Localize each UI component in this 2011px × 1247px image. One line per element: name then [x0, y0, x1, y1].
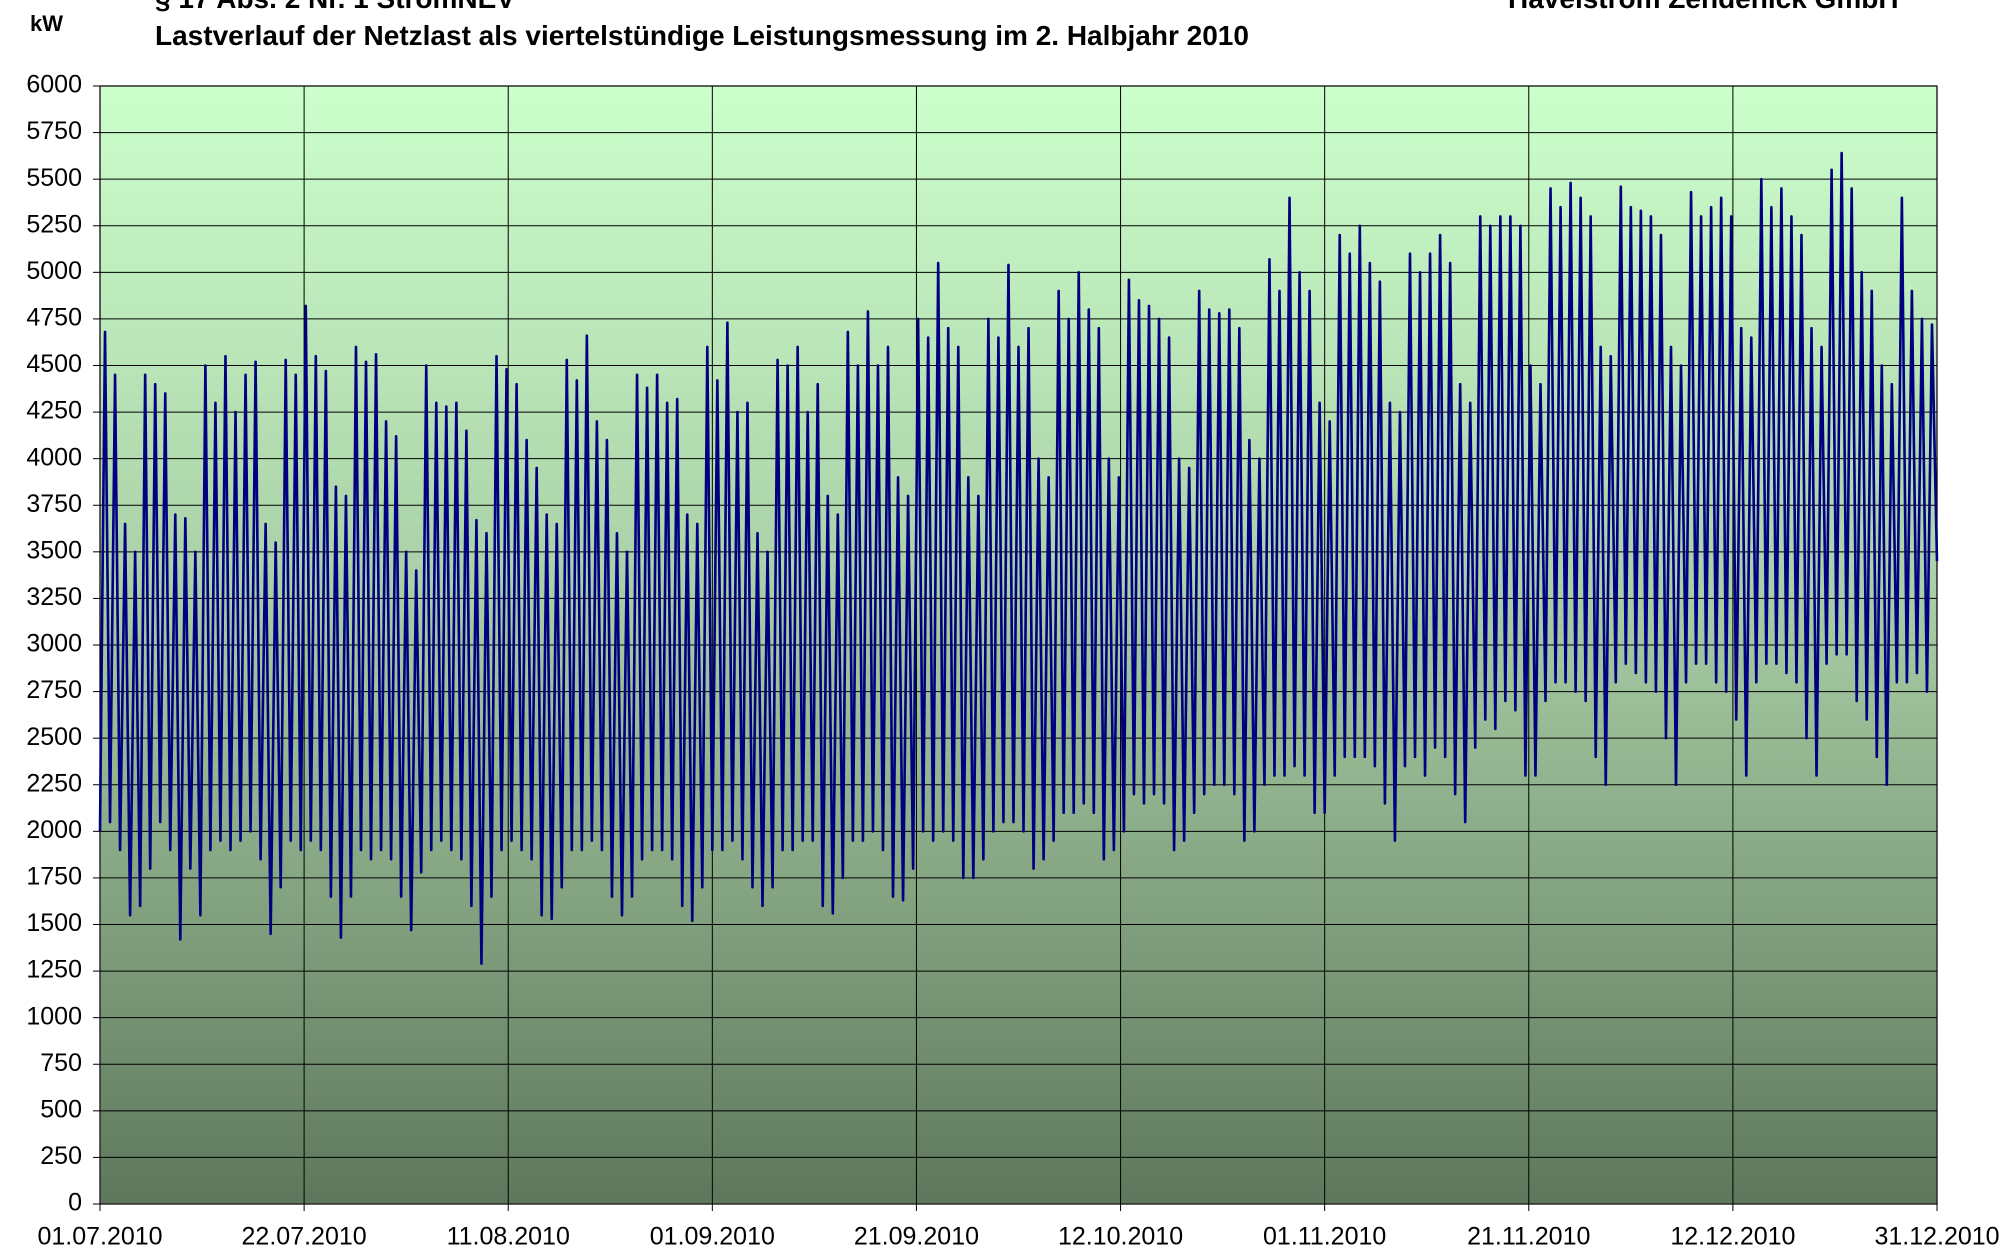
- x-tick-label: 01.09.2010: [650, 1223, 775, 1247]
- x-tick-label: 01.11.2010: [1263, 1223, 1386, 1247]
- y-tick-label: 5750: [26, 117, 82, 145]
- y-tick-label: 3000: [26, 630, 82, 658]
- x-tick-label: 21.09.2010: [854, 1223, 979, 1247]
- y-tick-label: 4500: [26, 350, 82, 378]
- y-tick-label: 4250: [26, 397, 82, 425]
- x-tick-label: 22.07.2010: [242, 1223, 367, 1247]
- y-tick-label: 0: [68, 1189, 82, 1217]
- y-tick-label: 1500: [26, 909, 82, 937]
- y-tick-label: 2500: [26, 723, 82, 751]
- y-tick-label: 5500: [26, 164, 82, 192]
- x-tick-label: 31.12.2010: [1874, 1223, 1999, 1247]
- company: Havelstrom Zehdenick GmbH: [1508, 0, 1899, 14]
- y-tick-label: 250: [40, 1142, 82, 1170]
- y-tick-label: 500: [40, 1095, 82, 1123]
- y-tick-label: 3250: [26, 583, 82, 611]
- line-series: [98, 151, 1939, 965]
- supertitle: § 17 Abs. 2 Nr. 1 StromNEV: [155, 0, 515, 14]
- x-tick-label: 11.08.2010: [447, 1223, 570, 1247]
- y-tick-label: 3500: [26, 536, 82, 564]
- y-tick-label: 3750: [26, 490, 82, 518]
- x-tick-label: 12.12.2010: [1670, 1223, 1795, 1247]
- y-tick-label: 5000: [26, 257, 82, 285]
- x-tick-label: 21.11.2010: [1467, 1223, 1590, 1247]
- y-tick-label: 5250: [26, 210, 82, 238]
- x-tick-label: 01.07.2010: [37, 1223, 162, 1247]
- y-tick-label: 2250: [26, 769, 82, 797]
- y-tick-label: 4000: [26, 443, 82, 471]
- y-tick-label: 2750: [26, 676, 82, 704]
- x-tick-label: 12.10.2010: [1058, 1223, 1183, 1247]
- y-tick-label: 1000: [26, 1002, 82, 1030]
- y-tick-label: 750: [40, 1049, 82, 1077]
- y-axis-label: kW: [30, 11, 63, 36]
- y-tick-label: 2000: [26, 816, 82, 844]
- y-tick-label: 4750: [26, 304, 82, 332]
- y-tick-label: 1750: [26, 863, 82, 891]
- chart-title: Lastverlauf der Netzlast als viertelstün…: [155, 20, 1249, 51]
- y-tick-label: 1250: [26, 956, 82, 984]
- y-tick-label: 6000: [26, 71, 82, 99]
